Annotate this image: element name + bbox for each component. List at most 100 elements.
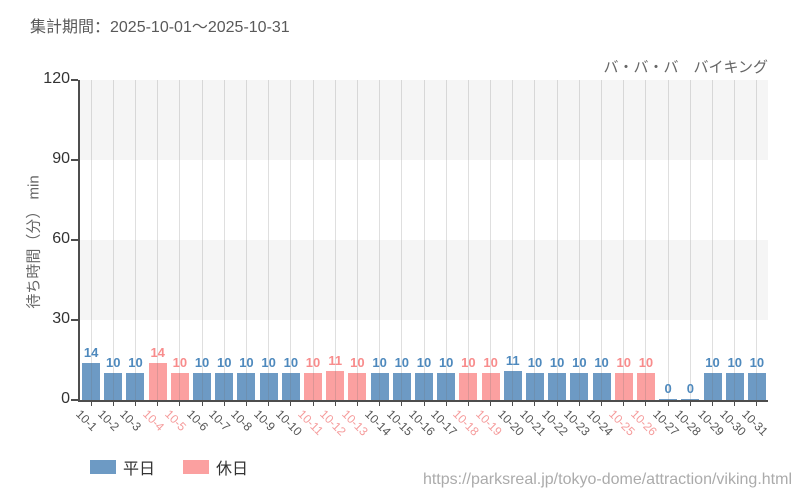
bar-10-7 <box>215 373 234 400</box>
bar-10-13 <box>348 373 367 400</box>
y-axis-line <box>78 80 80 402</box>
bar-value-label: 10 <box>572 355 587 371</box>
x-tick-label: 10-2 <box>95 407 123 434</box>
category-gridline <box>401 80 403 400</box>
category-gridline <box>356 80 358 400</box>
x-tick-mark <box>512 402 514 406</box>
bar-10-9 <box>259 373 278 400</box>
bar-10-21 <box>525 373 544 400</box>
category-gridline <box>245 80 247 400</box>
category-gridline <box>290 80 292 400</box>
bar-value-label: 10 <box>483 355 498 371</box>
category-gridline <box>179 80 181 400</box>
bar-10-2 <box>104 373 123 400</box>
bar-value-label: 10 <box>727 355 742 371</box>
report-period-title: 集計期間：2025-10-01～2025-10-31 <box>30 19 290 36</box>
bar-10-17 <box>437 373 456 400</box>
bar-10-25 <box>614 373 633 400</box>
plot-area <box>80 80 768 400</box>
x-tick-label: 10-7 <box>206 407 234 434</box>
x-tick-label: 10-4 <box>139 407 167 434</box>
x-tick-label: 10-9 <box>250 407 278 434</box>
bar-value-label: 10 <box>283 355 299 371</box>
category-gridline <box>645 80 647 400</box>
bar-value-label: 10 <box>549 355 565 371</box>
x-tick-mark <box>179 402 181 406</box>
x-tick-label: 10-5 <box>161 407 189 434</box>
bar-10-18 <box>459 373 478 400</box>
bar-value-label: 14 <box>83 344 99 360</box>
x-tick-mark <box>112 402 114 406</box>
x-tick-label: 10-3 <box>117 407 145 434</box>
bar-value-label: 11 <box>328 352 343 368</box>
x-tick-mark <box>134 402 136 406</box>
category-gridline <box>534 80 536 400</box>
category-gridline <box>734 80 736 400</box>
bar-10-5 <box>170 373 189 400</box>
x-tick-mark <box>601 402 603 406</box>
category-gridline <box>112 80 114 400</box>
legend-weekday-swatch <box>90 460 116 474</box>
bar-10-16 <box>415 373 433 400</box>
bar-value-label: 10 <box>416 355 432 371</box>
x-tick-mark <box>201 402 203 406</box>
bar-value-label: 10 <box>194 355 210 371</box>
y-tick-label: 90 <box>52 150 70 167</box>
bar-10-3 <box>126 373 145 400</box>
bar-value-label: 10 <box>106 355 121 371</box>
bar-10-11 <box>304 373 323 400</box>
bar-value-label: 10 <box>616 355 631 371</box>
x-tick-mark <box>245 402 247 406</box>
y-tick-label: 0 <box>61 390 70 407</box>
category-gridline <box>268 80 270 400</box>
x-tick-mark <box>578 402 580 406</box>
category-gridline <box>512 80 514 400</box>
x-tick-mark <box>157 402 159 406</box>
y-tick-mark <box>71 159 78 161</box>
bar-10-23 <box>570 373 589 400</box>
category-gridline <box>334 80 336 400</box>
category-gridline <box>623 80 625 400</box>
chart-legend: 平日 休日 <box>90 455 248 479</box>
category-gridline <box>157 80 159 400</box>
y-tick-mark <box>71 79 78 81</box>
bar-value-label: 10 <box>638 355 654 371</box>
x-tick-mark <box>712 402 714 406</box>
x-tick-mark <box>90 402 92 406</box>
bar-10-20 <box>503 370 522 400</box>
bar-value-label: 10 <box>749 355 765 371</box>
x-tick-mark <box>268 402 270 406</box>
bar-value-label: 0 <box>664 380 672 396</box>
bar-value-label: 10 <box>217 355 232 371</box>
bar-value-label: 10 <box>594 355 609 371</box>
bar-10-10 <box>281 373 300 400</box>
y-tick-label: 60 <box>52 230 70 247</box>
bar-value-label: 10 <box>305 355 321 371</box>
category-gridline <box>667 80 669 400</box>
x-tick-mark <box>356 402 358 406</box>
bar-10-29 <box>703 373 722 400</box>
x-tick-label: 10-1 <box>73 407 101 434</box>
category-gridline <box>423 80 425 400</box>
attraction-title: バ・バ・バ バイキング <box>603 59 768 76</box>
bar-10-30 <box>725 373 744 400</box>
category-gridline <box>445 80 447 400</box>
source-url: https://parksreal.jp/tokyo-dome/attracti… <box>422 471 792 488</box>
bar-10-15 <box>392 373 411 400</box>
category-gridline <box>756 80 758 400</box>
bar-value-label: 10 <box>394 355 410 371</box>
bar-10-12 <box>326 370 345 400</box>
x-tick-mark <box>623 402 625 406</box>
y-tick-mark <box>71 319 78 321</box>
bar-value-label: 10 <box>527 355 543 371</box>
bar-10-27 <box>659 398 678 400</box>
legend-holiday-swatch <box>183 460 210 474</box>
x-tick-mark <box>734 402 736 406</box>
category-gridline <box>134 80 136 400</box>
category-gridline <box>689 80 691 400</box>
legend-holiday-label: 休日 <box>216 461 249 478</box>
x-tick-mark <box>490 402 492 406</box>
bar-value-label: 10 <box>128 355 143 371</box>
x-tick-mark <box>379 402 381 406</box>
category-gridline <box>578 80 580 400</box>
